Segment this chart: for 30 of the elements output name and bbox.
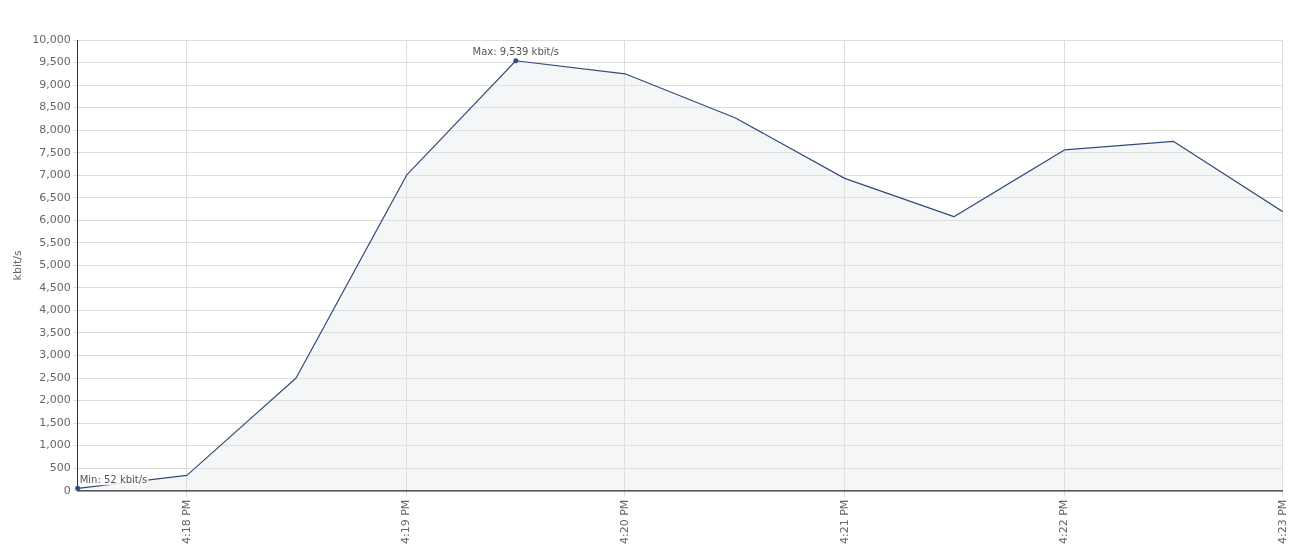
y-tick-label: 3,000 xyxy=(39,348,71,362)
y-tick-label: 8,000 xyxy=(39,122,71,136)
y-tick-label: 7,000 xyxy=(39,168,71,182)
y-tick-label: 1,000 xyxy=(39,438,71,452)
y-tick-label: 7,500 xyxy=(39,145,71,159)
y-axis-title: kbit/s xyxy=(11,250,25,281)
x-tick-label: 4:22 PM xyxy=(1057,499,1071,545)
y-tick-label: 2,000 xyxy=(39,393,71,407)
y-tick-label: 4,500 xyxy=(39,280,71,294)
y-tick-label: 5,000 xyxy=(39,258,71,272)
annotation: Max: 9,539 kbit/s xyxy=(472,46,560,58)
annotation: Min: 52 kbit/s xyxy=(79,473,148,485)
x-tick-label: 4:21 PM xyxy=(837,499,851,545)
x-tick-label: 4:19 PM xyxy=(399,499,413,545)
y-tick-label: 2,500 xyxy=(39,370,71,384)
y-tick-label: 500 xyxy=(49,461,71,474)
y-tick-label: 1,500 xyxy=(39,415,71,429)
y-tick-label: 9,500 xyxy=(39,55,71,69)
y-tick-label: 9,000 xyxy=(39,77,71,91)
x-tick-label: 4:18 PM xyxy=(179,499,193,545)
y-tick-label: 6,000 xyxy=(39,213,71,227)
y-tick-label: 10,000 xyxy=(32,32,71,46)
y-tick-label: 5,500 xyxy=(39,235,71,249)
y-tick-label: 0 xyxy=(63,483,71,497)
y-tick-label: 6,500 xyxy=(39,190,71,204)
y-tick-label: 8,500 xyxy=(39,100,71,114)
x-tick-label: 4:23 PM xyxy=(1275,499,1289,545)
y-tick-label: 3,500 xyxy=(39,325,71,339)
y-tick-label: 4,000 xyxy=(39,303,71,317)
x-tick-label: 4:20 PM xyxy=(617,499,631,545)
